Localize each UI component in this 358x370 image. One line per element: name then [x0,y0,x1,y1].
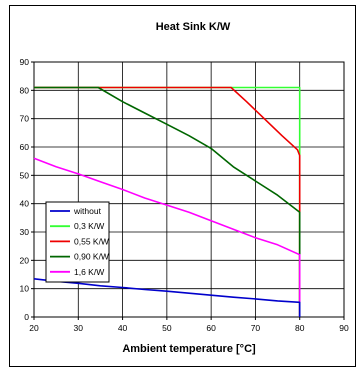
x-tick-label: 60 [206,323,216,333]
legend-entry-label: 0,55 K/W [74,236,109,246]
plot-area [33,61,345,318]
series-line-1 [33,278,301,317]
legend-entry-label: 1,6 K/W [74,267,104,277]
chart-title: Heat Sink K/W [156,21,231,33]
chart-frame [9,5,356,367]
legend: without 0,3 K/W 0,55 K/W 0,90 K/W 1,6 K/W [45,201,110,283]
y-tick-label: 10 [20,284,30,294]
series-line-4 [34,86,301,317]
y-tick-label: 70 [20,114,30,124]
y-tick-label: 40 [20,199,30,209]
x-axis-label: Ambient temperature [°C] [122,343,256,355]
x-tick-label: 40 [118,323,128,333]
legend-entry-label: 0,90 K/W [74,252,109,262]
series-layer [33,86,301,317]
series-line-3 [34,86,301,317]
y-tick-label: 20 [20,255,30,265]
legend-entry-label: 0,3 K/W [74,221,104,231]
x-tick-label: 70 [251,323,261,333]
y-tick-label: 30 [20,227,30,237]
x-tick-label: 50 [162,323,172,333]
y-tick-label: 60 [20,142,30,152]
axis-ticks: 0 10 20 30 40 50 60 70 80 90 20 30 40 50 60 70 80 90 [20,57,349,333]
series-line-5 [33,157,301,317]
x-tick-label: 30 [74,323,84,333]
legend-entry-label: without [73,206,102,216]
x-tick-label: 80 [295,323,305,333]
y-tick-label: 90 [20,57,30,67]
y-tick-label: 80 [20,85,30,95]
y-tick-label: 50 [20,170,30,180]
x-tick-label: 90 [339,323,349,333]
x-tick-label: 20 [29,323,39,333]
y-tick-label: 0 [24,312,29,322]
